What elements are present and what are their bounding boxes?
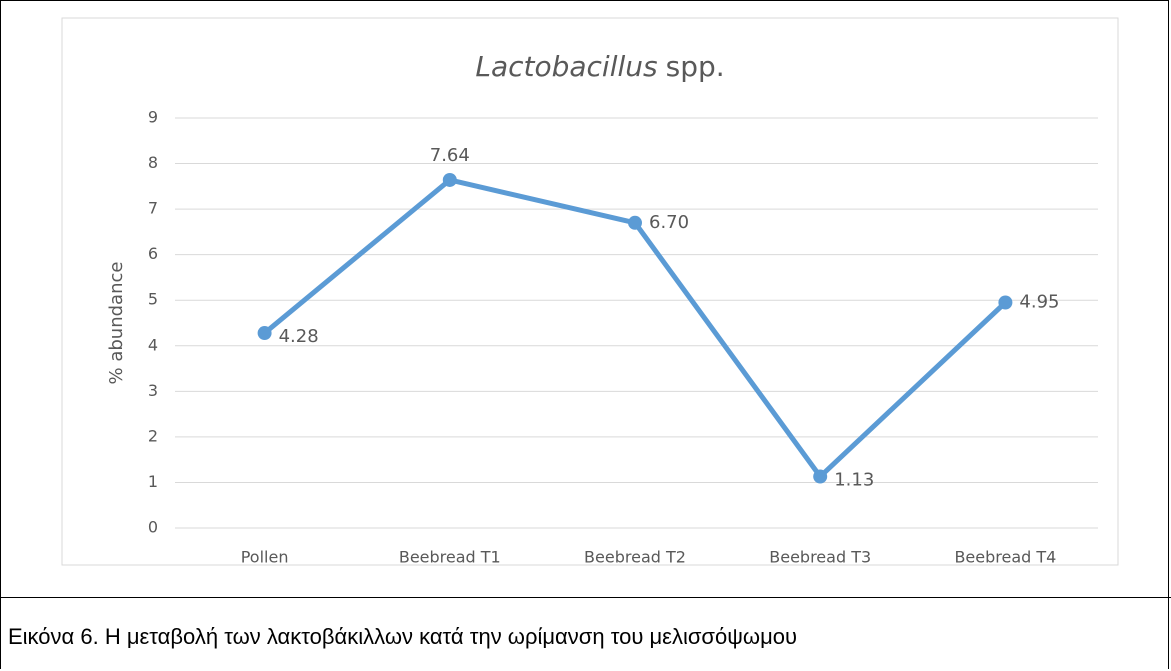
- y-tick-label: 4: [148, 335, 158, 354]
- x-tick-label: Pollen: [241, 548, 289, 567]
- data-label: 4.28: [279, 326, 319, 347]
- marker: [442, 172, 457, 187]
- caption: Εικόνα 6. Η μεταβολή των λακτοβάκιλλων κ…: [8, 624, 798, 649]
- y-tick-label: 7: [148, 199, 158, 218]
- y-axis-label: % abundance: [106, 262, 127, 385]
- marker: [813, 469, 828, 484]
- data-label: 4.95: [1019, 292, 1059, 313]
- data-label: 6.70: [649, 212, 689, 233]
- x-tick-label: Beebread T2: [584, 548, 686, 567]
- chart-area: [61, 17, 1119, 566]
- y-tick-label: 8: [148, 153, 158, 172]
- y-tick-label: 9: [148, 108, 158, 127]
- y-tick-label: 1: [148, 472, 158, 491]
- y-tick-label: 6: [148, 244, 158, 263]
- divider: [0, 597, 1171, 598]
- y-tick-label: 2: [148, 426, 158, 445]
- x-tick-label: Beebread T1: [399, 548, 501, 567]
- x-tick-label: Beebread T3: [769, 548, 871, 567]
- y-tick-label: 0: [148, 518, 158, 537]
- marker: [998, 295, 1013, 310]
- y-tick-label: 3: [148, 381, 158, 400]
- y-tick-label: 5: [148, 290, 158, 309]
- chart: Lactobacillus spp. % abundance 0 1 2 3 4 5 6 7 8 9…: [61, 17, 1119, 567]
- data-label: 7.64: [430, 145, 470, 166]
- marker: [628, 215, 642, 230]
- title-rest: spp.: [666, 50, 725, 83]
- marker: [257, 326, 272, 341]
- data-label: 1.13: [834, 470, 874, 491]
- title-italic: Lactobacillus: [475, 50, 657, 83]
- x-tick-label: Beebread T4: [954, 548, 1056, 567]
- chart-title: Lactobacillus spp.: [475, 50, 724, 83]
